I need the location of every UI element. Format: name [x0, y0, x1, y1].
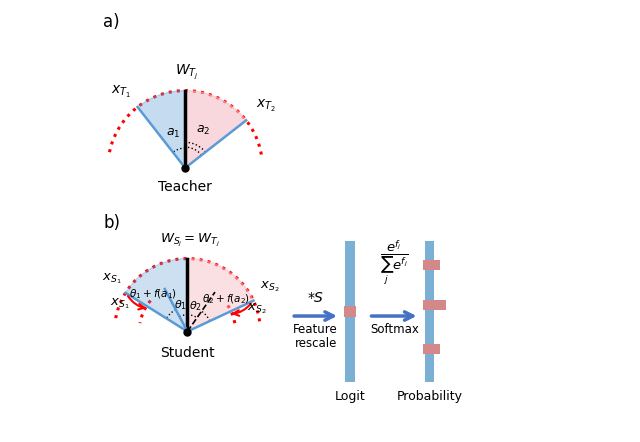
Polygon shape [188, 259, 253, 332]
Text: $W_{S_j} = W_{T_j}$: $W_{S_j} = W_{T_j}$ [159, 232, 220, 249]
Bar [424, 300, 445, 310]
Polygon shape [138, 91, 185, 168]
Bar [425, 241, 435, 382]
Text: $\theta_1$: $\theta_1$ [174, 298, 188, 312]
Bar [424, 344, 440, 354]
Polygon shape [185, 91, 246, 168]
Text: $x_{T_2}$: $x_{T_2}$ [256, 98, 276, 114]
Text: $a_1$: $a_1$ [166, 127, 180, 140]
Bar [424, 260, 440, 270]
Text: $\theta_2$: $\theta_2$ [189, 299, 202, 313]
Text: $x_{T_1}$: $x_{T_1}$ [111, 84, 131, 100]
Text: Probability: Probability [397, 390, 463, 403]
Text: $* S$: $* S$ [307, 291, 324, 305]
Text: $x_{S_1}$: $x_{S_1}$ [102, 272, 121, 286]
Text: $\dfrac{e^{f_j}}{\sum_j e^{f_j}}$: $\dfrac{e^{f_j}}{\sum_j e^{f_j}}$ [380, 239, 408, 287]
Text: $x_{S_2}$: $x_{S_2}$ [247, 301, 266, 316]
Polygon shape [125, 259, 188, 332]
Text: $x_{S_2}$: $x_{S_2}$ [260, 279, 280, 294]
Text: Softmax: Softmax [370, 323, 419, 335]
Bar [345, 241, 355, 382]
Text: Logit: Logit [335, 390, 365, 403]
Text: $a_2$: $a_2$ [196, 124, 211, 137]
Text: rescale: rescale [294, 337, 337, 350]
Text: $\theta_1 + f(a_1)$: $\theta_1 + f(a_1)$ [129, 288, 177, 301]
Text: $W_{T_j}$: $W_{T_j}$ [175, 62, 198, 81]
Text: a): a) [104, 13, 120, 31]
Text: b): b) [104, 214, 120, 232]
Text: $\theta_2 + f(a_2)$: $\theta_2 + f(a_2)$ [202, 292, 250, 305]
Text: $x_{S_1}$: $x_{S_1}$ [110, 297, 130, 311]
Bar [344, 306, 356, 317]
Text: Teacher: Teacher [158, 180, 212, 194]
Text: Student: Student [160, 346, 214, 360]
Text: Feature: Feature [293, 323, 338, 335]
